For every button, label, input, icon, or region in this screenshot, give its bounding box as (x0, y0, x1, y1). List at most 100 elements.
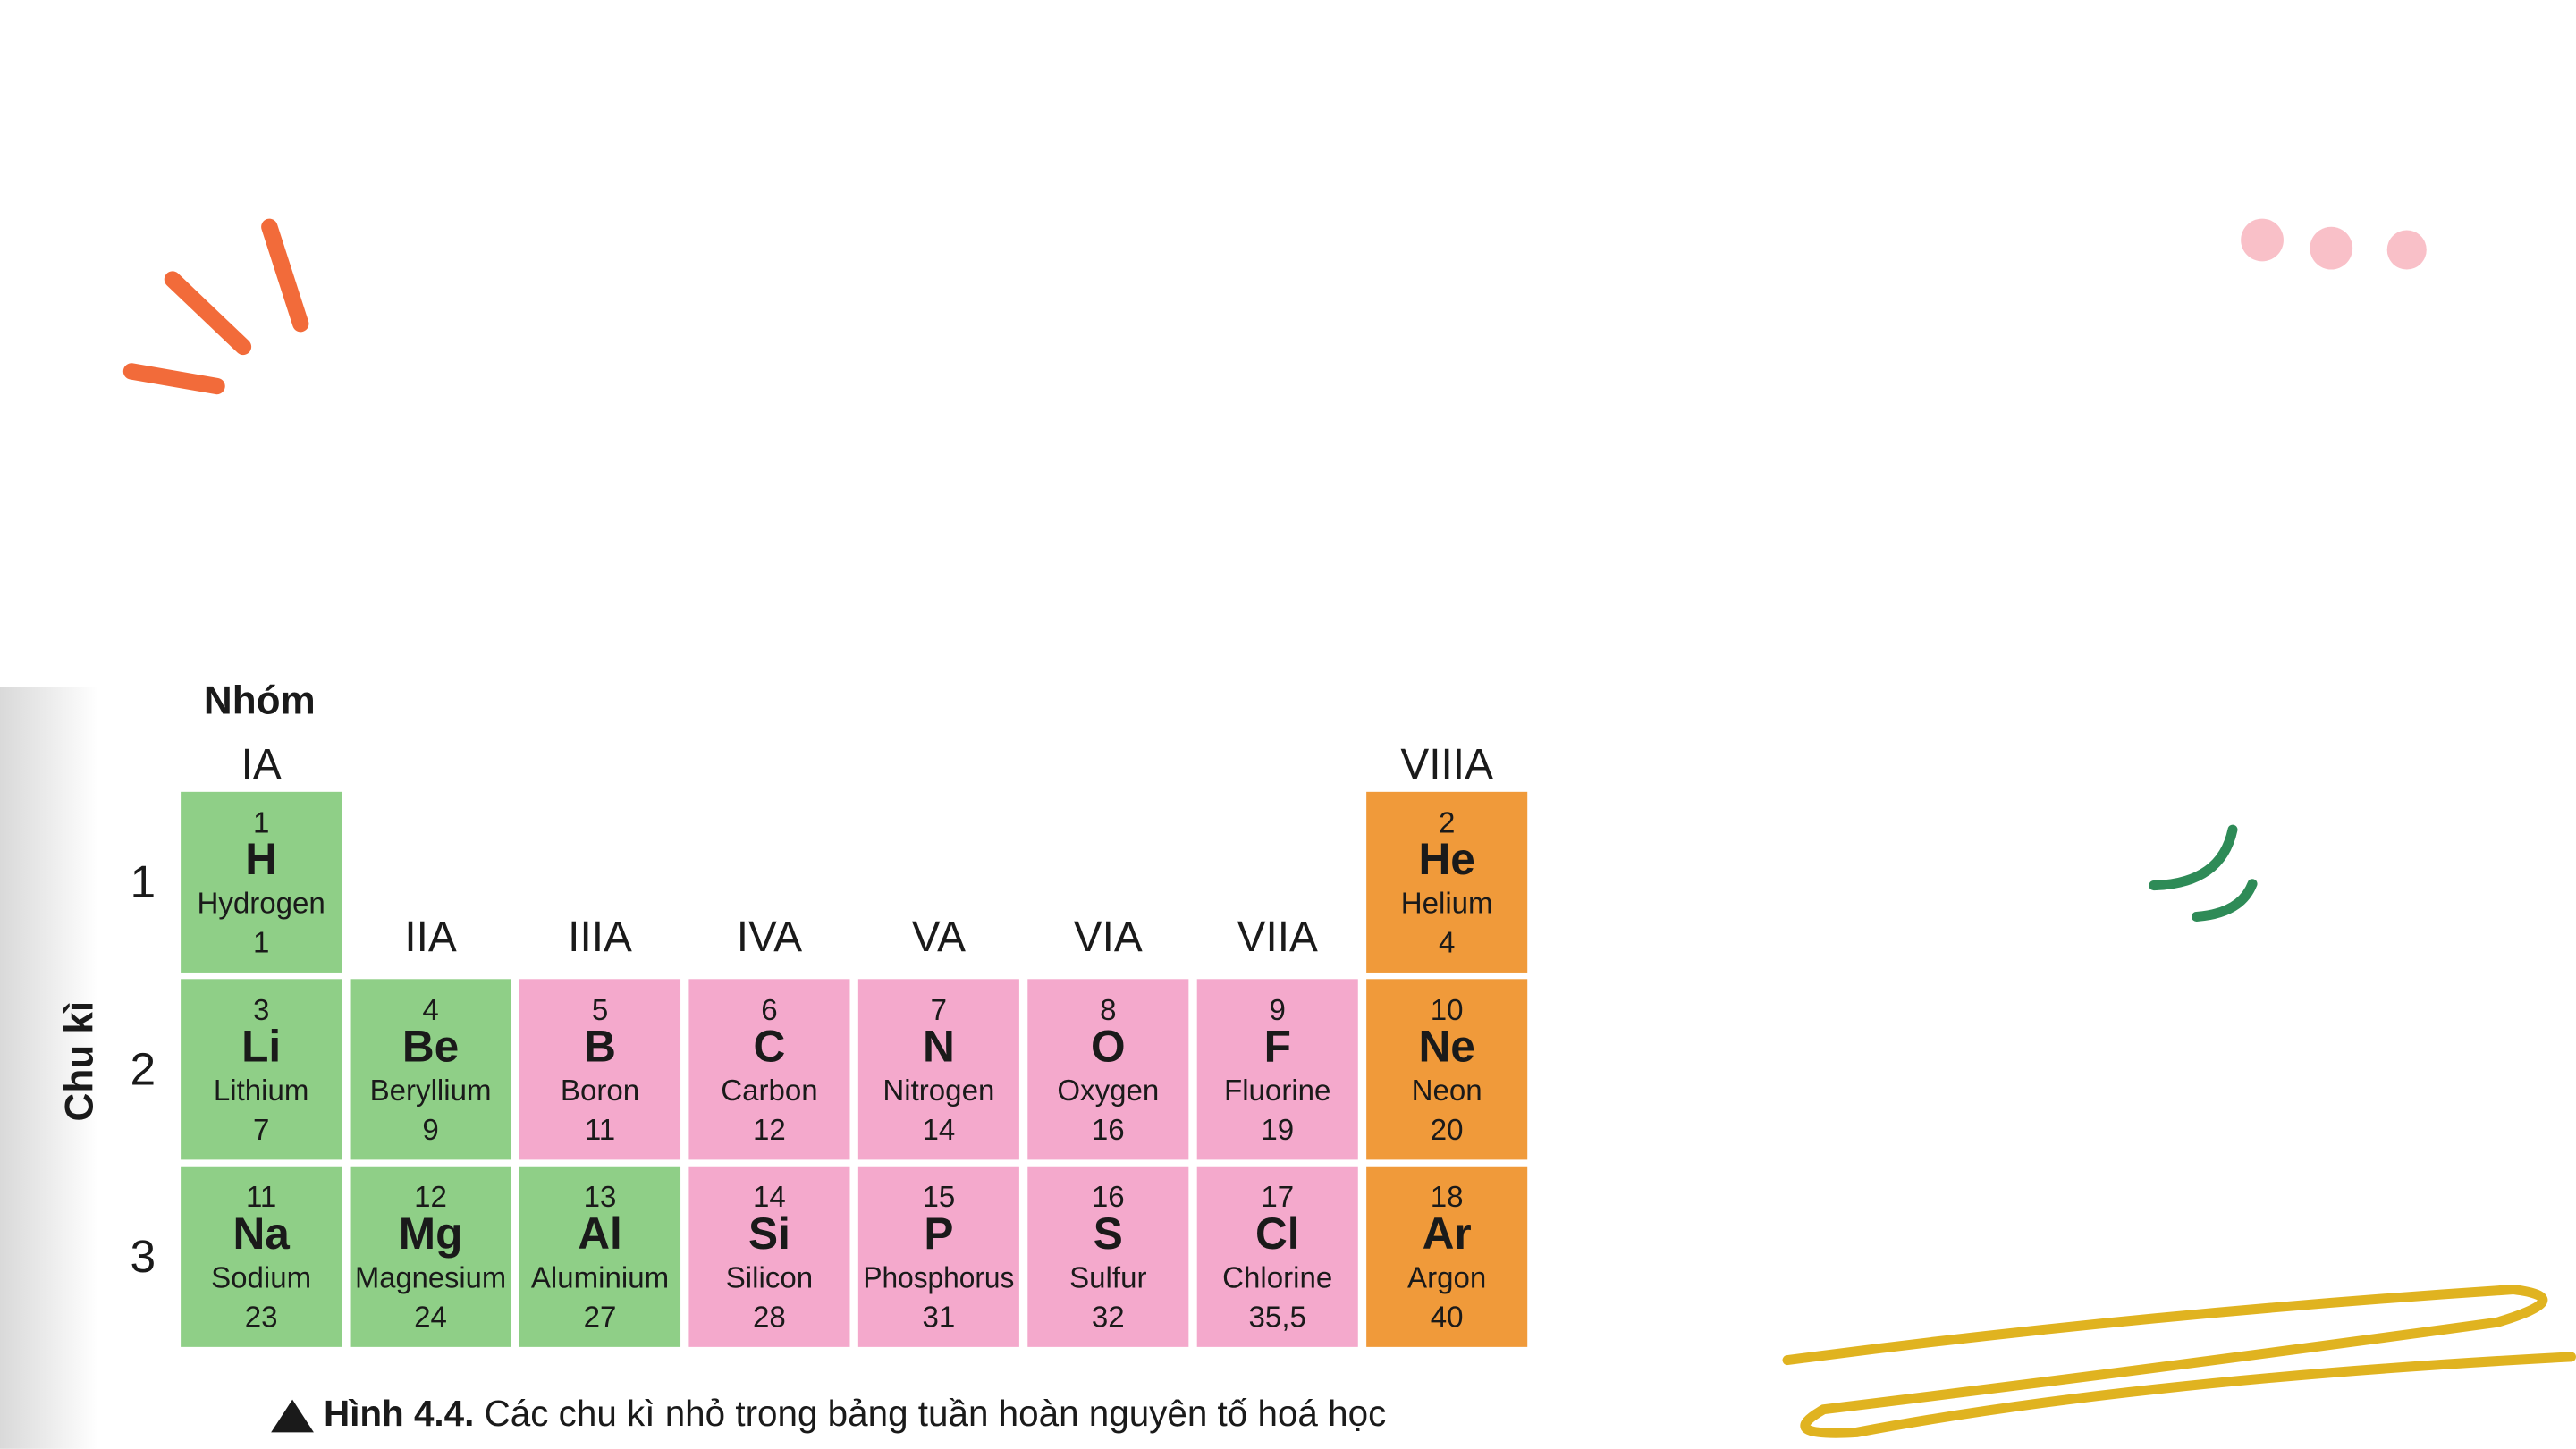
element-name: Fluorine (1224, 1074, 1330, 1108)
element-symbol: Ne (1418, 1021, 1474, 1071)
group-label: IA (241, 741, 282, 788)
group-label: VA (912, 914, 966, 961)
element-symbol: Cl (1255, 1209, 1300, 1259)
element-cell (1196, 1166, 1358, 1347)
caption: Hình 4.4. Các chu kì nhỏ trong bảng tuần… (324, 1393, 1386, 1434)
element-symbol: Si (748, 1209, 790, 1259)
group-heading: Nhóm (204, 678, 316, 722)
orange-strokes (122, 218, 309, 395)
element-cell (181, 1166, 342, 1347)
atomic-number: 1 (253, 806, 269, 839)
atomic-mass: 11 (585, 1114, 615, 1147)
atomic-mass: 35,5 (1249, 1301, 1306, 1334)
element-cell (688, 979, 850, 1160)
element-cell (688, 1166, 850, 1347)
atomic-number: 9 (1270, 994, 1286, 1027)
group-label: IIA (404, 914, 457, 961)
group-label: VIIIA (1400, 741, 1493, 788)
element-name: Sulfur (1069, 1261, 1146, 1294)
atomic-mass: 24 (414, 1301, 447, 1334)
atomic-mass: 16 (1092, 1114, 1125, 1147)
element-cell (857, 979, 1019, 1160)
caption-text: Các chu kì nhỏ trong bảng tuần hoàn nguy… (485, 1393, 1387, 1434)
caption-icon (271, 1399, 314, 1433)
element-cell (181, 791, 342, 973)
atomic-number: 15 (922, 1181, 955, 1214)
element-name: Nitrogen (883, 1074, 994, 1108)
element-cell (519, 979, 681, 1160)
atomic-mass: 1 (253, 926, 269, 959)
atomic-number: 7 (931, 994, 947, 1027)
atomic-number: 5 (592, 994, 608, 1027)
element-name: Hydrogen (197, 887, 325, 920)
element-symbol: Al (578, 1209, 622, 1259)
group-label: VIIA (1237, 914, 1318, 961)
element-name: Lithium (214, 1074, 309, 1108)
element-name: Chlorine (1222, 1261, 1332, 1294)
element-cell (181, 979, 342, 1160)
element-name: Argon (1407, 1261, 1486, 1294)
atomic-mass: 4 (1439, 926, 1455, 959)
atomic-number: 18 (1431, 1181, 1464, 1214)
element-symbol: P (924, 1209, 953, 1259)
group-label: VIA (1074, 914, 1143, 961)
element-cell (1027, 1166, 1189, 1347)
atomic-mass: 14 (922, 1114, 955, 1147)
element-symbol: F (1264, 1021, 1291, 1071)
element-symbol: C (754, 1021, 786, 1071)
element-symbol: Ar (1423, 1209, 1472, 1259)
atomic-mass: 40 (1431, 1301, 1464, 1334)
element-name: Phosphorus (863, 1261, 1014, 1294)
yellow-scribble (1782, 1285, 2576, 1438)
atomic-mass: 20 (1431, 1114, 1464, 1147)
group-label: IVA (737, 914, 803, 961)
atomic-number: 14 (753, 1181, 786, 1214)
element-name: Beryllium (370, 1074, 492, 1108)
element-name: Carbon (721, 1074, 817, 1108)
atomic-mass: 12 (753, 1114, 786, 1147)
element-name: Sodium (211, 1261, 311, 1294)
element-name: Oxygen (1057, 1074, 1159, 1108)
period-label: 3 (131, 1230, 156, 1282)
group-label: IIIA (568, 914, 632, 961)
period-label: 2 (131, 1043, 156, 1095)
element-cell (1196, 979, 1358, 1160)
atomic-number: 16 (1092, 1181, 1125, 1214)
atomic-mass: 28 (753, 1301, 786, 1334)
atomic-mass: 31 (922, 1301, 955, 1334)
green-strokes (2149, 824, 2258, 922)
atomic-mass: 19 (1261, 1114, 1294, 1147)
element-symbol: S (1094, 1209, 1123, 1259)
element-name: Aluminium (531, 1261, 669, 1294)
element-cell (1366, 1166, 1528, 1347)
atomic-mass: 32 (1092, 1301, 1125, 1334)
element-name: Neon (1412, 1074, 1482, 1108)
atomic-number: 17 (1261, 1181, 1294, 1214)
atomic-mass: 7 (253, 1114, 269, 1147)
element-symbol: N (923, 1021, 955, 1071)
atomic-number: 8 (1100, 994, 1116, 1027)
atomic-mass: 23 (245, 1301, 278, 1334)
element-cell (1366, 979, 1528, 1160)
atomic-number: 13 (584, 1181, 617, 1214)
element-symbol: Na (232, 1209, 290, 1259)
atomic-number: 12 (414, 1181, 447, 1214)
pink-dots (2241, 218, 2427, 270)
element-name: Boron (561, 1074, 639, 1108)
element-symbol: Li (241, 1021, 281, 1071)
atomic-number: 2 (1439, 806, 1455, 839)
element-cell (350, 979, 511, 1160)
element-cell (1027, 979, 1189, 1160)
element-name: Silicon (726, 1261, 813, 1294)
element-symbol: Mg (399, 1209, 463, 1259)
element-name: Helium (1401, 887, 1493, 920)
period-heading: Chu kì (58, 1001, 102, 1122)
atomic-mass: 9 (422, 1114, 438, 1147)
atomic-number: 10 (1431, 994, 1464, 1027)
atomic-number: 3 (253, 994, 269, 1027)
atomic-mass: 27 (584, 1301, 617, 1334)
element-name: Magnesium (355, 1261, 506, 1294)
